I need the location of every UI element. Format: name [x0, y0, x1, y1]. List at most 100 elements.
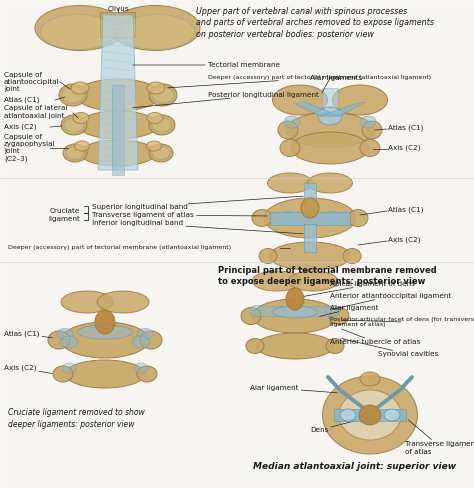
- Ellipse shape: [65, 360, 145, 388]
- Ellipse shape: [252, 271, 302, 291]
- Bar: [304, 224, 316, 252]
- Text: Axis (C2): Axis (C2): [4, 124, 36, 130]
- Polygon shape: [295, 102, 340, 116]
- Ellipse shape: [147, 82, 165, 94]
- Text: Anterior atlantooccipital ligament: Anterior atlantooccipital ligament: [330, 293, 451, 309]
- Ellipse shape: [66, 146, 84, 160]
- Ellipse shape: [360, 140, 380, 157]
- Ellipse shape: [152, 146, 170, 160]
- Ellipse shape: [61, 322, 149, 358]
- Text: Median atlantoaxial joint: superior view: Median atlantoaxial joint: superior view: [254, 462, 456, 471]
- Ellipse shape: [329, 307, 349, 325]
- Bar: [112, 85, 124, 175]
- Text: Anterior tubercle of atlas: Anterior tubercle of atlas: [330, 329, 420, 345]
- Ellipse shape: [140, 331, 162, 349]
- Ellipse shape: [252, 209, 272, 226]
- Text: Atlas (C1): Atlas (C1): [388, 207, 423, 213]
- Ellipse shape: [273, 306, 318, 318]
- Ellipse shape: [149, 144, 173, 162]
- Ellipse shape: [78, 111, 158, 139]
- Text: Atlas (C1): Atlas (C1): [4, 97, 39, 103]
- Text: Alar ligament: Alar ligament: [250, 385, 337, 393]
- Text: Tectorial membrane: Tectorial membrane: [133, 62, 280, 68]
- Ellipse shape: [53, 366, 73, 382]
- Ellipse shape: [360, 372, 380, 386]
- Ellipse shape: [61, 291, 113, 313]
- Ellipse shape: [278, 121, 298, 139]
- Text: Posterior articular facet of dens (for transverse
ligament of atlas): Posterior articular facet of dens (for t…: [330, 317, 474, 327]
- Ellipse shape: [280, 140, 300, 157]
- Ellipse shape: [137, 328, 153, 340]
- Ellipse shape: [62, 363, 76, 373]
- Text: Cruciate ligament removed to show
deeper ligaments: posterior view: Cruciate ligament removed to show deeper…: [8, 408, 145, 429]
- Polygon shape: [320, 102, 365, 116]
- Ellipse shape: [332, 85, 388, 115]
- Text: Principal part of tectorial membrane removed
to expose deeper ligaments: posteri: Principal part of tectorial membrane rem…: [218, 266, 437, 286]
- Ellipse shape: [273, 85, 328, 115]
- Ellipse shape: [74, 141, 90, 151]
- Ellipse shape: [63, 144, 87, 162]
- Ellipse shape: [256, 333, 334, 359]
- Ellipse shape: [286, 288, 304, 310]
- Text: Clivus: Clivus: [107, 6, 129, 12]
- Ellipse shape: [59, 84, 87, 106]
- Ellipse shape: [343, 248, 361, 264]
- Ellipse shape: [326, 339, 344, 353]
- Text: Dens: Dens: [310, 418, 367, 433]
- Ellipse shape: [152, 87, 174, 103]
- Ellipse shape: [62, 87, 84, 103]
- Ellipse shape: [110, 5, 200, 50]
- Ellipse shape: [246, 339, 264, 353]
- Text: Posterior longitudinal ligament: Posterior longitudinal ligament: [133, 92, 319, 108]
- Ellipse shape: [348, 209, 368, 226]
- Ellipse shape: [134, 363, 148, 373]
- Ellipse shape: [60, 336, 78, 348]
- Ellipse shape: [78, 325, 133, 339]
- Bar: [260, 306, 330, 316]
- Ellipse shape: [301, 198, 319, 218]
- Text: Deeper (accessory) part of tectorial membrane (atlantoaxial ligament): Deeper (accessory) part of tectorial mem…: [8, 245, 231, 250]
- Ellipse shape: [64, 118, 84, 132]
- Ellipse shape: [288, 271, 338, 291]
- Ellipse shape: [326, 305, 340, 317]
- Ellipse shape: [95, 310, 115, 334]
- Ellipse shape: [322, 376, 418, 454]
- Ellipse shape: [259, 248, 277, 264]
- Ellipse shape: [279, 211, 297, 224]
- Text: Apical ligament of dens: Apical ligament of dens: [298, 281, 415, 298]
- Text: Atlas (C1): Atlas (C1): [4, 331, 52, 338]
- Ellipse shape: [75, 79, 161, 111]
- Text: Atlas (C1): Atlas (C1): [388, 125, 423, 131]
- Text: Capsule of lateral
atlantoaxial joint: Capsule of lateral atlantoaxial joint: [4, 105, 67, 119]
- Text: Transverse ligament
of atlas: Transverse ligament of atlas: [405, 420, 474, 455]
- Ellipse shape: [152, 118, 172, 132]
- Polygon shape: [98, 15, 138, 170]
- Ellipse shape: [286, 113, 374, 147]
- Text: Inferior longitudinal band: Inferior longitudinal band: [92, 220, 303, 234]
- Bar: [270, 212, 350, 225]
- Bar: [334, 409, 406, 421]
- Ellipse shape: [269, 242, 351, 270]
- Ellipse shape: [323, 211, 341, 224]
- Text: Axis (C2): Axis (C2): [4, 365, 52, 373]
- Ellipse shape: [308, 173, 353, 193]
- Ellipse shape: [132, 336, 150, 348]
- Ellipse shape: [267, 173, 312, 193]
- Ellipse shape: [80, 140, 156, 166]
- Ellipse shape: [318, 107, 342, 125]
- Ellipse shape: [149, 84, 177, 106]
- Ellipse shape: [119, 15, 194, 49]
- Ellipse shape: [384, 409, 400, 421]
- Text: Cruciate
ligament: Cruciate ligament: [48, 208, 80, 222]
- Ellipse shape: [146, 141, 162, 151]
- Ellipse shape: [249, 305, 264, 317]
- Ellipse shape: [147, 113, 163, 123]
- Ellipse shape: [339, 390, 401, 440]
- Ellipse shape: [57, 328, 73, 340]
- Ellipse shape: [149, 115, 175, 135]
- Ellipse shape: [340, 409, 356, 421]
- Ellipse shape: [291, 132, 369, 164]
- Text: Upper part of vertebral canal with spinous processes
and parts of vertebral arch: Upper part of vertebral canal with spino…: [196, 7, 434, 39]
- Ellipse shape: [284, 116, 300, 128]
- Ellipse shape: [61, 115, 87, 135]
